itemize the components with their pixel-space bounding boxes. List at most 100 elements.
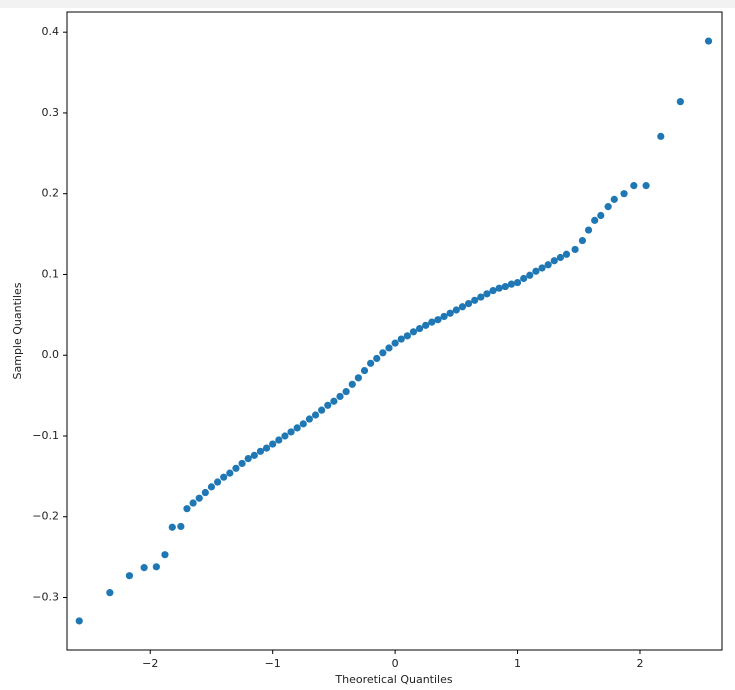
- point: [343, 388, 350, 395]
- x-tick-label: −2: [142, 657, 158, 670]
- point: [287, 428, 294, 435]
- point: [269, 440, 276, 447]
- point: [324, 402, 331, 409]
- point: [591, 217, 598, 224]
- point: [579, 237, 586, 244]
- point: [106, 589, 113, 596]
- point: [153, 563, 160, 570]
- point: [373, 355, 380, 362]
- point: [597, 212, 604, 219]
- point: [76, 617, 83, 624]
- point: [563, 251, 570, 258]
- y-tick-label: −0.3: [32, 591, 59, 604]
- x-tick-label: 1: [514, 657, 521, 670]
- top-bar: [0, 0, 735, 8]
- x-tick-label: −1: [265, 657, 281, 670]
- point: [440, 313, 447, 320]
- point: [196, 495, 203, 502]
- y-tick-label: −0.2: [32, 510, 59, 523]
- point: [410, 328, 417, 335]
- point: [496, 285, 503, 292]
- point: [330, 398, 337, 405]
- point: [190, 499, 197, 506]
- point: [642, 182, 649, 189]
- point: [251, 452, 258, 459]
- point: [677, 98, 684, 105]
- point: [355, 374, 362, 381]
- x-axis-label: Theoretical Quantiles: [334, 673, 452, 686]
- point: [526, 272, 533, 279]
- point: [477, 293, 484, 300]
- point: [520, 275, 527, 282]
- point: [459, 303, 466, 310]
- point: [202, 489, 209, 496]
- point: [416, 325, 423, 332]
- point: [385, 344, 392, 351]
- point: [245, 455, 252, 462]
- y-tick-label: 0.2: [42, 187, 60, 200]
- point: [620, 190, 627, 197]
- point: [263, 445, 270, 452]
- y-axis-label: Sample Quantiles: [11, 282, 24, 379]
- point: [220, 474, 227, 481]
- y-tick-label: 0.4: [42, 25, 60, 38]
- point: [483, 290, 490, 297]
- point: [336, 393, 343, 400]
- point: [404, 332, 411, 339]
- point: [551, 257, 558, 264]
- point: [465, 300, 472, 307]
- point: [502, 283, 509, 290]
- point: [238, 460, 245, 467]
- point: [294, 424, 301, 431]
- y-tick-label: 0.3: [42, 106, 60, 119]
- point: [611, 196, 618, 203]
- point: [545, 261, 552, 268]
- point: [169, 524, 176, 531]
- point: [214, 478, 221, 485]
- y-tick-label: 0.0: [42, 348, 60, 361]
- point: [508, 281, 515, 288]
- y-tick-label: 0.1: [42, 267, 60, 280]
- point: [630, 182, 637, 189]
- x-tick-label: 2: [636, 657, 643, 670]
- point: [538, 264, 545, 271]
- point: [306, 415, 313, 422]
- point: [471, 297, 478, 304]
- point: [447, 310, 454, 317]
- point: [275, 436, 282, 443]
- point: [428, 319, 435, 326]
- point: [161, 551, 168, 558]
- point: [312, 411, 319, 418]
- point: [300, 420, 307, 427]
- point: [453, 306, 460, 313]
- x-tick-label: 0: [392, 657, 399, 670]
- point: [585, 226, 592, 233]
- point: [379, 349, 386, 356]
- point: [571, 246, 578, 253]
- point: [422, 322, 429, 329]
- point: [605, 203, 612, 210]
- point: [557, 254, 564, 261]
- point: [349, 381, 356, 388]
- point: [657, 133, 664, 140]
- point: [281, 432, 288, 439]
- point: [514, 279, 521, 286]
- point: [257, 448, 264, 455]
- point: [532, 268, 539, 275]
- point: [398, 335, 405, 342]
- point: [367, 360, 374, 367]
- point: [361, 367, 368, 374]
- chart: Theoretical Quantiles Sample Quantiles −…: [0, 0, 735, 690]
- point: [318, 407, 325, 414]
- point: [489, 287, 496, 294]
- point: [126, 572, 133, 579]
- point: [434, 316, 441, 323]
- point: [183, 505, 190, 512]
- point: [232, 465, 239, 472]
- point: [208, 483, 215, 490]
- y-tick-label: −0.1: [32, 429, 59, 442]
- point: [705, 37, 712, 44]
- point: [226, 470, 233, 477]
- point: [392, 340, 399, 347]
- point: [141, 564, 148, 571]
